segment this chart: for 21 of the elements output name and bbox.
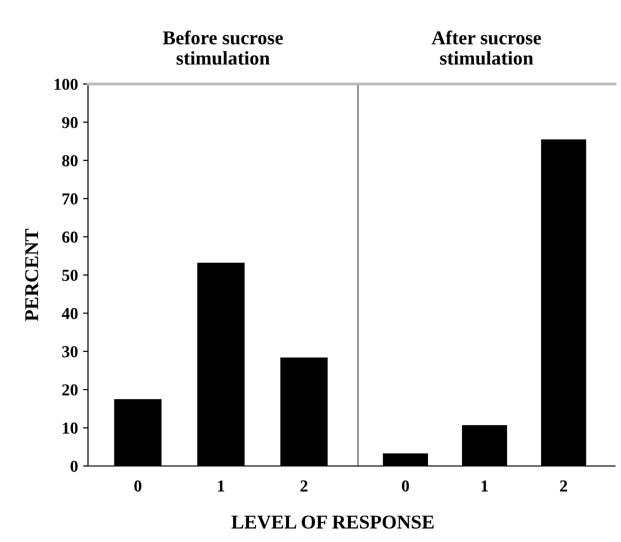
- y-tick-label: 20: [62, 384, 78, 396]
- chart-title: Before sucrose stimulation: [162, 30, 283, 65]
- x-tick-label: 0: [134, 480, 142, 492]
- y-axis-title: PERCENT: [25, 228, 38, 322]
- y-tick-label: 100: [54, 78, 78, 90]
- x-tick-label: 0: [402, 480, 409, 492]
- x-tick-label: 1: [482, 480, 488, 492]
- chart-title: After sucrose stimulation: [432, 30, 541, 65]
- y-tick-label: 10: [62, 422, 78, 434]
- x-tick-label: 1: [218, 480, 224, 492]
- y-tick-label: 70: [62, 193, 78, 205]
- y-tick-label: 60: [62, 232, 78, 243]
- y-tick-label: 80: [62, 155, 78, 166]
- y-tick-label: 0: [70, 460, 78, 472]
- x-tick-label: 2: [560, 480, 568, 492]
- y-tick-label: 90: [62, 116, 78, 128]
- y-tick-label: 40: [62, 308, 78, 320]
- x-axis-title: LEVEL OF RESPONSE: [231, 516, 434, 529]
- x-tick-label: 2: [300, 480, 308, 492]
- y-tick-label: 50: [62, 270, 78, 281]
- y-tick-label: 30: [62, 346, 78, 358]
